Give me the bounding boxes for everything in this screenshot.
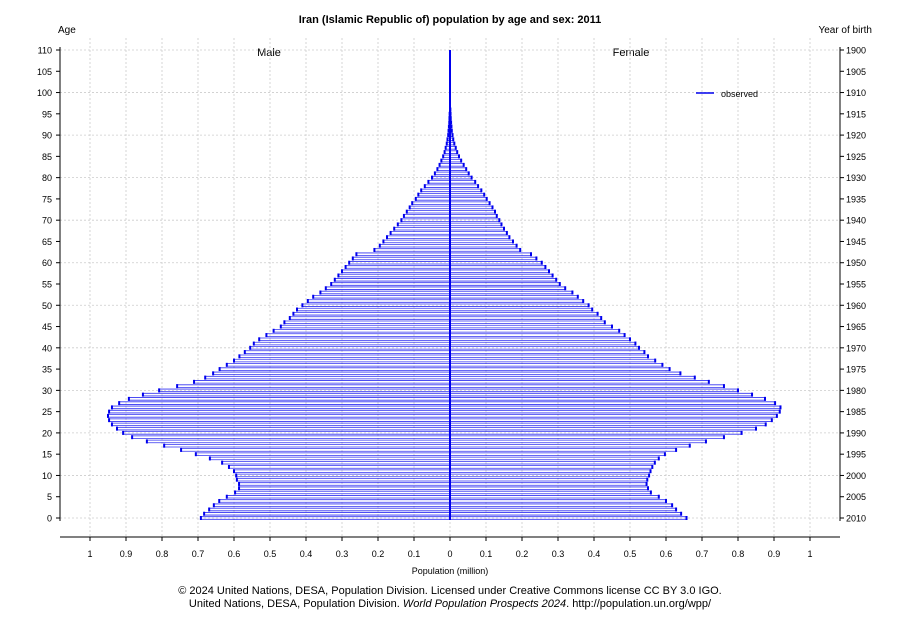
right-tick-label: 1945 <box>846 237 866 247</box>
y-tick-label: 50 <box>42 301 52 311</box>
x-tick-label: 0.1 <box>408 549 421 559</box>
right-tick-label: 1970 <box>846 343 866 353</box>
footer-credits: © 2024 United Nations, DESA, Population … <box>0 585 900 611</box>
right-tick-label: 1900 <box>846 46 866 56</box>
x-tick-label: 0.5 <box>264 549 277 559</box>
right-tick-label: 1935 <box>846 194 866 204</box>
y-tick-label: 100 <box>37 88 52 98</box>
y-tick-label: 95 <box>42 109 52 119</box>
y-tick-label: 75 <box>42 194 52 204</box>
right-tick-label: 1980 <box>846 386 866 396</box>
y-tick-label: 30 <box>42 386 52 396</box>
x-tick-label: 0.9 <box>768 549 781 559</box>
chart-title: Iran (Islamic Republic of) population by… <box>299 14 602 26</box>
right-tick-label: 1995 <box>846 450 866 460</box>
right-tick-label: 1910 <box>846 88 866 98</box>
right-tick-label: 1920 <box>846 131 866 141</box>
x-tick-label: 0.8 <box>732 549 745 559</box>
right-tick-label: 1930 <box>846 173 866 183</box>
right-tick-label: 1950 <box>846 258 866 268</box>
footer-source-url: . http://population.un.org/wpp/ <box>566 598 712 610</box>
right-tick-label: 2005 <box>846 492 866 502</box>
y-tick-label: 85 <box>42 152 52 162</box>
legend-label-observed: observed <box>721 89 758 99</box>
x-tick-label: 0.4 <box>588 549 601 559</box>
x-tick-label: 0.8 <box>156 549 169 559</box>
right-tick-label: 2010 <box>846 514 866 524</box>
male-label: Male <box>257 47 281 59</box>
right-tick-label: 1960 <box>846 301 866 311</box>
footer-license: © 2024 United Nations, DESA, Population … <box>178 585 722 597</box>
footer-source: United Nations, DESA, Population Divisio… <box>0 598 900 611</box>
x-tick-label: 0.2 <box>372 549 385 559</box>
x-tick-label: 0.4 <box>300 549 313 559</box>
y-tick-label: 110 <box>38 46 52 56</box>
x-tick-label: 0.3 <box>336 549 349 559</box>
x-tick-label: 0.6 <box>228 549 241 559</box>
footer-source-title: World Population Prospects 2024 <box>402 598 567 610</box>
y-tick-label: 5 <box>47 492 52 502</box>
right-tick-label: 1905 <box>846 67 866 77</box>
y-tick-label: 25 <box>42 407 52 417</box>
right-tick-label: 1985 <box>846 407 866 417</box>
x-tick-label: 0.7 <box>696 549 709 559</box>
y-tick-label: 80 <box>42 173 52 183</box>
x-tick-label: 0.3 <box>552 549 565 559</box>
y-axis-label-year-of-birth: Year of birth <box>818 25 872 36</box>
y-tick-label: 55 <box>42 280 52 290</box>
right-tick-label: 1915 <box>846 109 866 119</box>
x-tick-label: 1 <box>807 549 812 559</box>
right-tick-label: 1955 <box>846 280 866 290</box>
y-tick-label: 45 <box>42 322 52 332</box>
y-axis-label-age: Age <box>58 25 76 36</box>
y-tick-label: 35 <box>42 365 52 375</box>
y-tick-label: 65 <box>42 237 52 247</box>
y-tick-label: 15 <box>42 450 52 460</box>
x-tick-label: 0 <box>447 549 452 559</box>
y-tick-label: 60 <box>42 258 52 268</box>
right-tick-label: 1940 <box>846 216 866 226</box>
legend: observed <box>696 89 758 99</box>
x-tick-label: 0.5 <box>624 549 637 559</box>
x-tick-label: 0.6 <box>660 549 673 559</box>
x-tick-label: 0.2 <box>516 549 529 559</box>
y-tick-label: 90 <box>42 131 52 141</box>
y-tick-label: 70 <box>42 216 52 226</box>
y-tick-label: 0 <box>47 514 52 524</box>
footer-source-text: United Nations, DESA, Population Divisio… <box>188 598 403 610</box>
y-tick-label: 20 <box>42 428 52 438</box>
right-tick-label: 1990 <box>846 428 866 438</box>
female-label: Female <box>613 47 650 59</box>
right-tick-label: 2000 <box>846 471 866 481</box>
y-tick-label: 40 <box>42 343 52 353</box>
y-tick-label: 10 <box>42 471 52 481</box>
x-tick-label: 0.7 <box>192 549 205 559</box>
x-tick-label: 1 <box>87 549 92 559</box>
x-axis-label: Population (million) <box>412 566 489 576</box>
right-tick-label: 1925 <box>846 152 866 162</box>
right-tick-label: 1975 <box>846 365 866 375</box>
y-tick-label: 105 <box>37 67 52 77</box>
x-tick-label: 0.9 <box>120 549 133 559</box>
x-tick-label: 0.1 <box>480 549 493 559</box>
right-tick-label: 1965 <box>846 322 866 332</box>
